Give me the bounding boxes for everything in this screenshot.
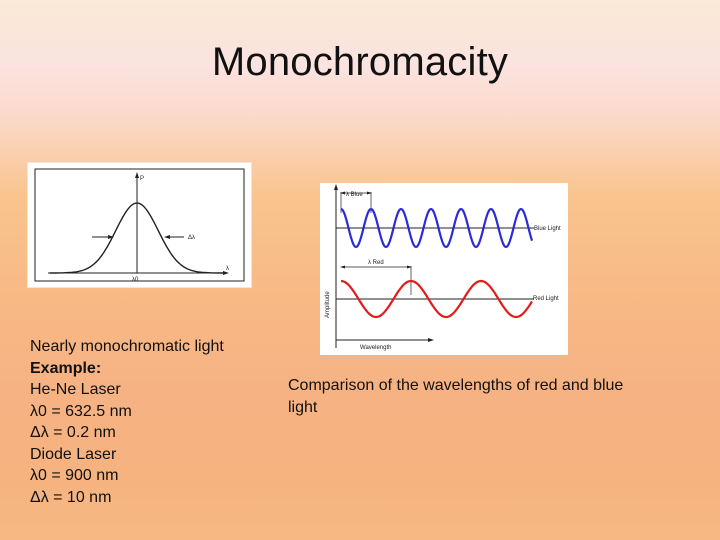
diode-wavelength-line: λ0 = 900 nm [30, 467, 119, 484]
gaussian-curve [50, 202, 224, 274]
laser-examples-text: Nearly monochromatic light Example: He-N… [30, 336, 290, 508]
blue-light-label: Blue Light [534, 226, 561, 232]
red-light-label: Red Light [533, 296, 559, 302]
red-wavelength-label: λ Red [368, 260, 384, 266]
intro-line: Nearly monochromatic light [30, 338, 224, 355]
figure-caption: Comparison of the wavelengths of red and… [288, 377, 624, 416]
profile-x-label: λ [226, 266, 229, 272]
diode-laser-line: Diode Laser [30, 445, 117, 463]
example-heading: Example: [30, 359, 102, 377]
spectral-profile-figure: P λ λ0 Δλ [27, 162, 252, 288]
diode-linewidth-line: Δλ = 10 nm [30, 488, 112, 506]
profile-width-label: Δλ [188, 235, 195, 241]
profile-center-label: λ0 [132, 277, 139, 283]
hene-linewidth-line: Δλ = 0.2 nm [30, 424, 116, 441]
red-wave [340, 279, 533, 319]
blue-wave [340, 207, 534, 249]
slide-title: Monochromacity [211, 40, 509, 84]
wavelength-axis-label: Wavelength [360, 345, 391, 351]
hene-wavelength-line: λ0 = 632.5 nm [30, 402, 132, 420]
blue-wavelength-label: λ Blue [346, 192, 363, 198]
amplitude-axis-label: Amplitude [325, 291, 331, 318]
wavelength-comparison-figure: Amplitude λ Blue Blue Light λ Red Red Li… [320, 183, 568, 355]
hene-laser-line: He-Ne Laser [30, 381, 121, 398]
profile-y-label: P [140, 176, 144, 182]
